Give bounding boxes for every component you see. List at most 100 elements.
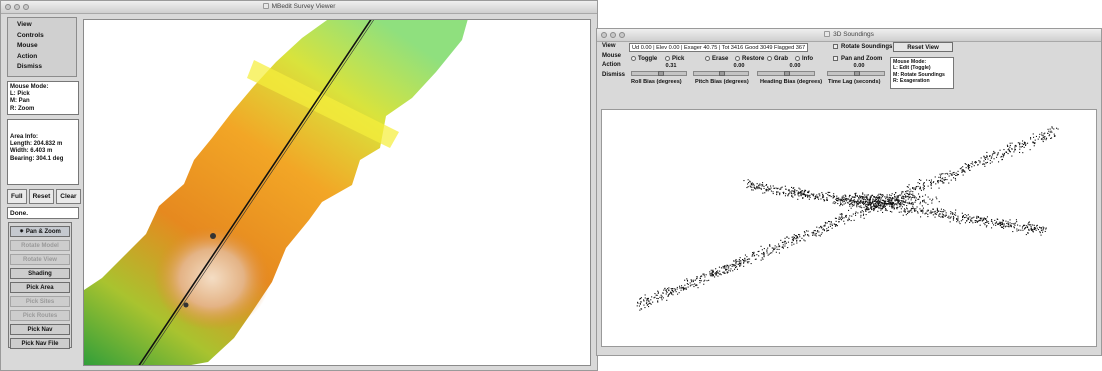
zoom-icon[interactable] (619, 32, 625, 38)
pitch-bias-slider[interactable] (693, 71, 749, 76)
soundings-scatter[interactable] (602, 110, 1097, 347)
sounding-point (1002, 223, 1004, 225)
sounding-point (752, 183, 754, 185)
full-button[interactable]: Full (7, 189, 27, 204)
sounding-point (944, 210, 946, 212)
close-icon[interactable] (5, 4, 11, 10)
sounding-point (889, 197, 891, 199)
radio-erase[interactable]: Erase (705, 56, 728, 62)
sounding-point (694, 283, 696, 285)
pick-nav-file-button[interactable]: Pick Nav File (10, 338, 70, 349)
menu-view[interactable]: View (17, 21, 32, 28)
sounding-point (934, 176, 936, 178)
sounding-point (979, 220, 981, 222)
radio-info[interactable]: Info (795, 56, 813, 62)
rotate-model-button[interactable]: Rotate Model (10, 240, 70, 251)
sounding-point (776, 194, 778, 196)
rotate-view-button[interactable]: Rotate View (10, 254, 70, 265)
sounding-point (788, 190, 790, 192)
reset-button[interactable]: Reset (28, 189, 55, 204)
sounding-point (986, 161, 988, 163)
sounding-point (980, 218, 982, 220)
pick-sites-button[interactable]: Pick Sites (10, 296, 70, 307)
mouse-mode-line: M: Rotate Soundings (893, 71, 945, 78)
rotate-soundings-check[interactable]: Rotate Soundings (833, 43, 892, 51)
sounding-point (972, 163, 974, 165)
sounding-point (955, 172, 957, 174)
menu-action[interactable]: Action (17, 52, 38, 60)
sounding-point (964, 222, 966, 224)
menu-dismiss[interactable]: Dismiss (17, 63, 42, 70)
radio-toggle[interactable]: Toggle (631, 56, 657, 62)
titlebar[interactable]: MBedit Survey Viewer (1, 1, 597, 14)
sounding-point (722, 271, 724, 273)
sounding-point (873, 205, 875, 207)
titlebar[interactable]: 3D Soundings (597, 29, 1101, 42)
sounding-point (712, 269, 714, 271)
roll-bias-slider[interactable] (631, 71, 687, 76)
sounding-point (682, 286, 684, 288)
radio-grab[interactable]: Grab (767, 56, 788, 62)
sounding-point (984, 165, 986, 167)
menu-mouse[interactable]: Mouse (602, 52, 622, 59)
bathymetry-view[interactable] (83, 19, 591, 366)
sounding-point (751, 184, 753, 186)
slider-handle[interactable] (658, 71, 664, 76)
sounding-point (775, 251, 777, 253)
sounding-point (991, 154, 993, 156)
close-icon[interactable] (601, 32, 607, 38)
sounding-point (1033, 228, 1035, 230)
slider-handle[interactable] (784, 71, 790, 76)
sounding-point (1023, 224, 1025, 226)
sounding-point (890, 203, 892, 205)
menu-action[interactable]: Action (602, 62, 621, 68)
pick-nav-button[interactable]: Pick Nav (10, 324, 70, 335)
sounding-point (871, 194, 873, 196)
sounding-point (670, 288, 672, 290)
sounding-point (764, 192, 766, 194)
radio-pick[interactable]: Pick (665, 56, 684, 62)
sounding-point (965, 167, 967, 169)
pick-routes-button[interactable]: Pick Routes (10, 310, 70, 321)
soundings-plot[interactable] (601, 109, 1097, 347)
time-lag-slider[interactable] (827, 71, 885, 76)
sounding-point (749, 258, 751, 260)
sounding-point (989, 162, 991, 164)
slider-handle[interactable] (854, 71, 860, 76)
sounding-point (875, 197, 877, 199)
menu-controls[interactable]: Controls (17, 31, 44, 39)
sounding-point (743, 260, 745, 262)
sounding-point (952, 213, 954, 215)
sounding-point (975, 161, 977, 163)
slider-handle[interactable] (719, 71, 725, 76)
pick-area-button[interactable]: Pick Area (10, 282, 70, 293)
sounding-point (1027, 142, 1029, 144)
sounding-point (851, 196, 853, 198)
reset-view-button[interactable]: Reset View (893, 42, 953, 52)
sounding-point (765, 184, 767, 186)
sounding-point (888, 196, 890, 198)
sounding-point (848, 217, 850, 219)
pan-zoom-check[interactable]: Pan and Zoom (833, 55, 882, 63)
sounding-point (804, 232, 806, 234)
zoom-icon[interactable] (23, 4, 29, 10)
sounding-point (917, 198, 919, 200)
sounding-point (850, 220, 852, 222)
menu-mouse[interactable]: Mouse (17, 42, 38, 49)
sounding-point (1014, 149, 1016, 151)
menu-dismiss[interactable]: Dismiss (602, 71, 626, 78)
heading-bias-slider[interactable] (757, 71, 815, 76)
pan-zoom-button[interactable]: ⁕ Pan & Zoom (10, 226, 70, 237)
shading-button[interactable]: Shading (10, 268, 70, 279)
sounding-point (782, 247, 784, 249)
bathymetry-map[interactable] (84, 20, 591, 366)
menu-view[interactable]: View (602, 43, 616, 49)
radio-restore[interactable]: Restore (735, 56, 764, 62)
sounding-point (1008, 226, 1010, 228)
clear-button[interactable]: Clear (56, 189, 81, 204)
minimize-icon[interactable] (610, 32, 616, 38)
sounding-point (709, 272, 711, 274)
sounding-point (879, 207, 881, 209)
minimize-icon[interactable] (14, 4, 20, 10)
sounding-point (922, 187, 924, 189)
